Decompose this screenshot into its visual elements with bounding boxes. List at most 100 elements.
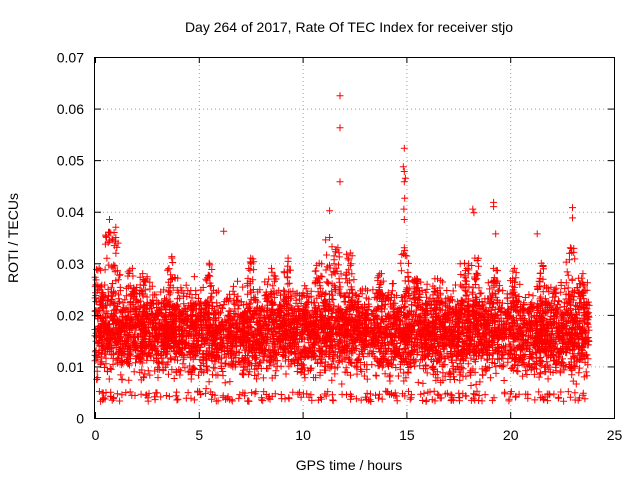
data-point [438, 362, 446, 370]
data-point [331, 370, 339, 378]
data-point [499, 334, 507, 342]
data-point [494, 335, 502, 343]
data-point [122, 337, 130, 345]
data-point [557, 288, 565, 296]
data-point [172, 353, 180, 361]
data-point [91, 348, 99, 356]
data-point [323, 343, 331, 351]
data-point [487, 374, 495, 382]
data-point [362, 285, 370, 293]
data-point [336, 335, 343, 343]
data-point [532, 334, 539, 342]
data-point [190, 364, 198, 372]
data-point [497, 308, 505, 316]
data-point [352, 345, 360, 352]
data-point [322, 328, 330, 336]
data-point [184, 313, 192, 321]
data-point [131, 331, 139, 339]
data-point [501, 346, 509, 354]
data-point [465, 308, 473, 316]
data-point [394, 351, 402, 359]
data-point [279, 351, 287, 358]
data-point [300, 354, 308, 362]
data-point [238, 339, 246, 346]
data-point [535, 355, 543, 363]
data-point [548, 347, 556, 355]
data-point [234, 358, 242, 366]
data-point [520, 305, 528, 313]
data-point [153, 335, 161, 343]
data-point [514, 368, 522, 376]
data-point [525, 319, 533, 326]
data-point [442, 310, 450, 318]
data-point [217, 359, 225, 367]
data-point [476, 378, 484, 386]
data-point [195, 295, 202, 302]
data-point [148, 282, 156, 290]
data-point [105, 375, 113, 383]
data-point [252, 327, 260, 335]
data-point [123, 357, 130, 365]
data-point [564, 284, 572, 292]
data-point [131, 311, 139, 318]
data-point [535, 373, 543, 381]
data-point [317, 354, 325, 362]
data-point [457, 349, 465, 357]
data-point [160, 286, 168, 294]
data-point [292, 350, 300, 358]
data-point [214, 287, 222, 295]
data-point [386, 312, 394, 319]
data-point [97, 359, 105, 367]
data-point [102, 360, 110, 368]
data-point [353, 335, 361, 343]
data-point [249, 343, 257, 351]
data-point [173, 295, 181, 303]
data-point [128, 317, 136, 325]
data-point [528, 299, 536, 307]
data-point [99, 346, 106, 354]
data-point [563, 338, 571, 346]
data-point [528, 304, 536, 312]
data-point [138, 366, 146, 374]
data-point [186, 290, 194, 298]
data-point [453, 352, 461, 359]
data-point [205, 309, 213, 317]
data-point [486, 341, 494, 349]
data-point [198, 367, 206, 375]
data-point [226, 378, 234, 386]
data-point [251, 365, 259, 373]
data-point [218, 354, 226, 362]
data-point [417, 356, 425, 364]
data-point [559, 319, 567, 327]
data-point [106, 348, 114, 355]
data-point [492, 326, 499, 334]
data-point [378, 315, 385, 323]
data-point [163, 328, 171, 336]
data-point [423, 369, 431, 377]
data-point [388, 287, 396, 295]
data-point [258, 306, 266, 314]
data-point [205, 351, 213, 359]
data-point [364, 287, 371, 295]
data-point [321, 366, 329, 374]
data-point [213, 345, 221, 353]
data-point [449, 340, 457, 348]
data-point [360, 372, 368, 380]
data-point [113, 329, 121, 336]
data-point [234, 277, 241, 285]
data-point [562, 344, 570, 352]
data-point [100, 309, 108, 317]
data-point [437, 339, 445, 346]
data-point [462, 316, 470, 324]
data-point [257, 358, 265, 366]
data-point [552, 335, 560, 343]
data-point [168, 366, 176, 374]
data-point [578, 344, 585, 352]
data-point [254, 298, 262, 306]
data-point [212, 341, 220, 349]
data-point [480, 319, 488, 327]
data-point [546, 304, 554, 311]
data-point [572, 380, 580, 388]
data-point [366, 343, 374, 351]
data-point [511, 360, 519, 368]
